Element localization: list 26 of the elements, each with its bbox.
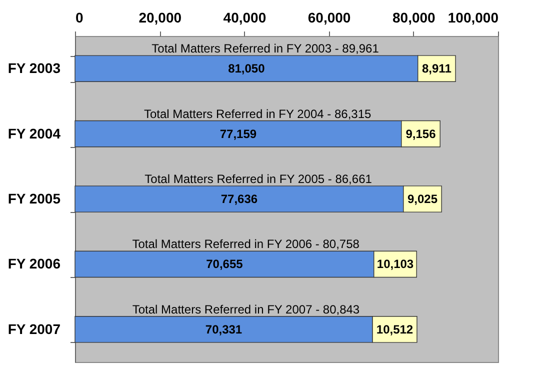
total-label: Total Matters Referred in FY 2005 - 86,661	[144, 172, 372, 186]
x-tick-label: 60,000	[308, 10, 351, 26]
y-tick-label: FY 2006	[8, 256, 61, 272]
y-tick-label: FY 2004	[8, 125, 61, 142]
x-tick-label: 80,000	[392, 10, 436, 26]
data-label: 10,512	[376, 322, 414, 336]
data-label: 9,025	[407, 192, 438, 206]
total-label: Total Matters Referred in FY 2006 - 80,758	[132, 237, 360, 252]
data-label: 77,636	[220, 192, 258, 206]
x-tick-label: 40,000	[223, 10, 266, 26]
data-label: 81,050	[228, 62, 266, 76]
data-label: 10,103	[376, 257, 414, 272]
data-label: 9,156	[406, 126, 436, 141]
total-label: Total Matters Referred in FY 2004 - 86,315	[144, 106, 372, 121]
data-label: 77,159	[220, 126, 257, 141]
y-tick-label: FY 2007	[8, 320, 61, 337]
x-tick-label: 0	[76, 10, 84, 26]
total-label: Total Matters Referred in FY 2007 - 80,843	[132, 302, 360, 316]
data-label: 8,911	[422, 62, 452, 76]
x-tick-label: 100,000	[448, 10, 499, 26]
x-tick-label: 20,000	[138, 10, 182, 26]
total-label: Total Matters Referred in FY 2003 - 89,961	[152, 42, 380, 56]
y-tick-label: FY 2005	[8, 190, 61, 206]
data-label: 70,331	[205, 322, 242, 336]
data-label: 70,655	[206, 257, 244, 272]
y-tick-label: FY 2003	[8, 60, 61, 76]
